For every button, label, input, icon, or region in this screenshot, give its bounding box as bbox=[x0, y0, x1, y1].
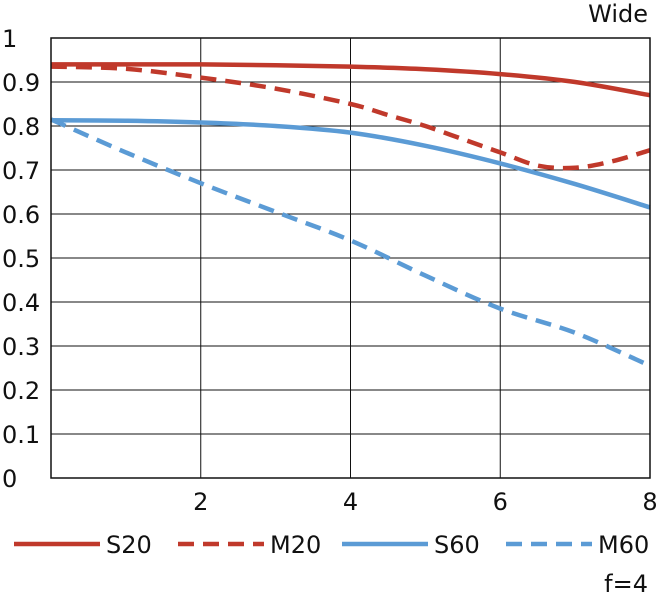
x-tick-label: 6 bbox=[493, 488, 508, 516]
y-tick-label: 0.4 bbox=[2, 289, 40, 317]
series-line-m60 bbox=[50, 117, 651, 368]
chart-title: Wide bbox=[588, 0, 648, 28]
y-tick-label: 1 bbox=[2, 25, 17, 53]
y-tick-label: 0 bbox=[2, 465, 17, 493]
y-tick-label: 0.3 bbox=[2, 333, 40, 361]
series-line-s20 bbox=[51, 62, 651, 98]
plot-frame bbox=[50, 37, 651, 479]
x-tick-label: 2 bbox=[193, 488, 208, 516]
legend-label-m60: M60 bbox=[598, 531, 649, 559]
legend-label-s20: S20 bbox=[106, 531, 152, 559]
x-tick-label: 8 bbox=[642, 488, 657, 516]
y-axis-ticks: 0 0.1 0.2 0.3 0.4 0.5 0.6 0.7 0.8 0.9 1 bbox=[2, 25, 40, 493]
footnote: f=4 bbox=[604, 570, 648, 598]
y-tick-label: 0.9 bbox=[2, 69, 40, 97]
legend-label-m20: M20 bbox=[270, 531, 321, 559]
y-tick-label: 0.6 bbox=[2, 201, 40, 229]
legend-label-s60: S60 bbox=[434, 531, 480, 559]
y-tick-label: 0.1 bbox=[2, 421, 40, 449]
legend: S20 M20 S60 M60 bbox=[14, 531, 649, 559]
x-axis-ticks: 2 4 6 8 bbox=[193, 488, 657, 516]
series-lines bbox=[50, 62, 651, 368]
series-line-s60 bbox=[50, 118, 651, 210]
series-line-m20 bbox=[50, 64, 651, 171]
x-tick-label: 4 bbox=[343, 488, 358, 516]
y-tick-label: 0.5 bbox=[2, 245, 40, 273]
y-tick-label: 0.8 bbox=[2, 113, 40, 141]
y-tick-label: 0.2 bbox=[2, 377, 40, 405]
y-tick-label: 0.7 bbox=[2, 157, 40, 185]
